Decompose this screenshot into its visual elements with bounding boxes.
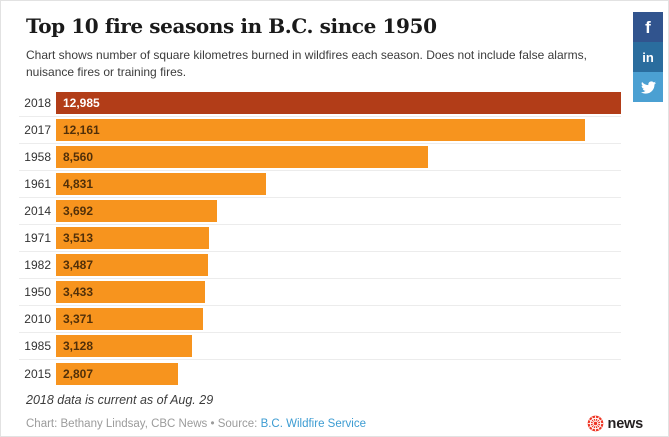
bar-track: 3,513 — [56, 227, 621, 250]
credit-row: Chart: Bethany Lindsay, CBC News • Sourc… — [26, 415, 643, 432]
bar-2018: 12,985 — [56, 92, 621, 115]
bar-track: 12,985 — [56, 92, 621, 115]
bar-1985: 3,128 — [56, 335, 193, 358]
bar-year-label: 1961 — [24, 177, 51, 192]
chart-row: 2010 3,371 — [19, 306, 621, 334]
bar-value-label: 4,831 — [63, 177, 94, 192]
chart-row: 1971 3,513 — [19, 225, 621, 253]
source-link[interactable]: B.C. Wildfire Service — [260, 417, 366, 430]
chart-row: 2015 2,807 — [19, 360, 621, 387]
bar-value-label: 8,560 — [63, 150, 94, 165]
cbc-news-logo: news — [587, 415, 643, 432]
bar-1950: 3,433 — [56, 281, 206, 304]
chart-subtitle: Chart shows number of square kilometres … — [26, 48, 587, 80]
bar-track: 8,560 — [56, 146, 621, 169]
bar-year-label: 1971 — [24, 231, 51, 246]
bar-track: 2,807 — [56, 362, 621, 385]
bar-value-label: 3,487 — [63, 258, 94, 273]
chart-row: 2014 3,692 — [19, 198, 621, 226]
bar-1958: 8,560 — [56, 146, 429, 169]
bar-year-label: 2010 — [24, 312, 51, 327]
credit-text: Chart: Bethany Lindsay, CBC News • Sourc… — [26, 418, 366, 430]
linkedin-icon: in — [642, 49, 654, 65]
chart-row: 2018 12,985 — [19, 90, 621, 118]
bar-value-label: 12,985 — [63, 96, 100, 111]
bar-year-label: 2014 — [24, 204, 51, 219]
bar-track: 3,433 — [56, 281, 621, 304]
bar-year-label: 2018 — [24, 96, 51, 111]
bar-1982: 3,487 — [56, 254, 208, 277]
chart-row: 1961 4,831 — [19, 171, 621, 199]
bar-2010: 3,371 — [56, 308, 203, 331]
bar-value-label: 3,371 — [63, 312, 94, 327]
bar-value-label: 2,807 — [63, 366, 94, 381]
bar-track: 3,128 — [56, 335, 621, 358]
cbc-gem-icon — [587, 415, 603, 432]
bar-year-label: 1982 — [24, 258, 51, 273]
bar-chart: 2018 12,985 2017 12,161 1958 8,560 1961 4,831 20… — [1, 90, 668, 387]
chart-row: 1958 8,560 — [19, 144, 621, 172]
bar-year-label: 2015 — [24, 366, 51, 381]
share-twitter-button[interactable] — [633, 72, 663, 102]
bar-track: 4,831 — [56, 173, 621, 196]
bar-year-label: 2017 — [24, 123, 51, 138]
bar-2014: 3,692 — [56, 200, 217, 223]
share-facebook-button[interactable]: f — [633, 12, 663, 42]
bar-track: 3,692 — [56, 200, 621, 223]
bar-1961: 4,831 — [56, 173, 267, 196]
page-title: Top 10 fire seasons in B.C. since 1950 — [26, 14, 437, 38]
bar-track: 12,161 — [56, 119, 621, 142]
bar-value-label: 12,161 — [63, 123, 100, 138]
bar-2017: 12,161 — [56, 119, 586, 142]
bar-year-label: 1950 — [24, 285, 51, 300]
chart-header: Top 10 fire seasons in B.C. since 1950 C… — [1, 1, 668, 81]
bar-2015: 2,807 — [56, 362, 179, 385]
twitter-bird-icon — [640, 80, 656, 94]
share-bar: f in — [633, 12, 663, 102]
chart-rows: 2018 12,985 2017 12,161 1958 8,560 1961 4,831 20… — [19, 90, 668, 387]
chart-row: 1982 3,487 — [19, 252, 621, 280]
bar-value-label: 3,692 — [63, 204, 94, 219]
chart-note: 2018 data is current as of Aug. 29 — [26, 393, 214, 408]
share-linkedin-button[interactable]: in — [633, 42, 663, 72]
bar-track: 3,371 — [56, 308, 621, 331]
bar-year-label: 1958 — [24, 150, 51, 165]
bar-value-label: 3,513 — [63, 231, 94, 246]
credit-prefix: Chart: Bethany Lindsay, CBC News • Sourc… — [26, 417, 261, 430]
chart-row: 1950 3,433 — [19, 279, 621, 307]
bar-year-label: 1985 — [24, 339, 51, 354]
bar-value-label: 3,128 — [63, 339, 94, 354]
chart-row: 2017 12,161 — [19, 117, 621, 145]
bar-track: 3,487 — [56, 254, 621, 277]
facebook-icon: f — [645, 17, 651, 37]
chart-row: 1985 3,128 — [19, 333, 621, 361]
bar-value-label: 3,433 — [63, 285, 94, 300]
bar-1971: 3,513 — [56, 227, 209, 250]
cbc-logo-text: news — [607, 415, 644, 432]
